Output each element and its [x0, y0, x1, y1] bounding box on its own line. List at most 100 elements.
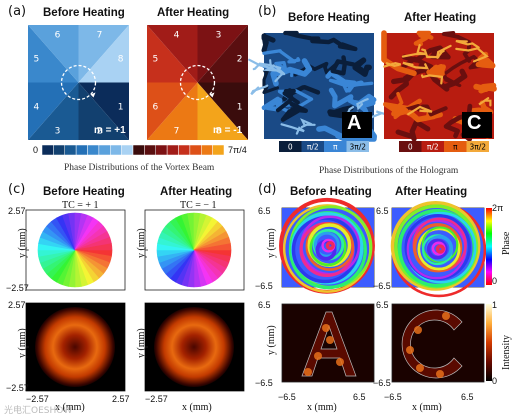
c-ylabel-2: y (mm) [17, 328, 28, 358]
cb-b-label: 0 [408, 143, 413, 152]
va-arrow [90, 92, 96, 98]
holo-stroke-light [383, 61, 401, 68]
vb-arrow [209, 92, 215, 98]
holo-stroke-light [300, 118, 316, 129]
holo-stroke-light [455, 40, 480, 49]
holo-stroke [413, 30, 434, 47]
letter-c: C [467, 112, 482, 134]
cb-a-block [212, 144, 225, 156]
vb-num: 7 [174, 126, 180, 136]
d-ylabel-1: y (mm) [266, 228, 277, 258]
c-phase-wedge-after [193, 243, 232, 251]
d-ytick-top-1: 6.5 [258, 206, 271, 216]
cb-b-block [399, 141, 422, 152]
holo-stroke [426, 68, 468, 92]
holo-stroke [352, 57, 372, 77]
holo-stroke [381, 30, 417, 77]
holo-stroke-light [421, 48, 440, 59]
holo-stroke [316, 125, 377, 142]
d-hotspot [322, 324, 330, 332]
holo-stroke [262, 49, 301, 64]
holo-stroke [330, 55, 364, 76]
vb-num: 1 [237, 102, 243, 112]
cb-b-label: 0 [288, 143, 293, 152]
hologram-after [381, 30, 497, 142]
cb-b-block [324, 141, 347, 152]
holo-stroke [388, 71, 415, 100]
c-xtick-lo-2: −2.57 [145, 394, 168, 404]
panel-label-d: (d) [258, 182, 277, 197]
d-frame-br [391, 303, 485, 383]
c-xtick-hi-1: 2.57 [112, 394, 130, 404]
c-before-title: Before Heating [43, 186, 125, 198]
holo-stroke-light [435, 44, 452, 59]
c-xtick-lo-1: −2.57 [26, 394, 49, 404]
d-phase-after-ring [413, 223, 463, 273]
holo-stroke [395, 119, 431, 142]
c-after-title: After Heating [160, 186, 233, 198]
cb-b-label: π/2 [307, 143, 319, 152]
vb-num: 8 [216, 126, 222, 136]
d-phase-after-ring [435, 244, 445, 254]
d-before-title: Before Heating [290, 186, 372, 198]
a-after-title: After Heating [157, 7, 230, 19]
va-dashed-ring [60, 64, 97, 101]
holo-stroke-light [402, 61, 429, 70]
d-ytick-top-2: 6.5 [258, 300, 271, 310]
c-ytick-top-2: 2.57 [8, 300, 26, 310]
d-hotspot [406, 346, 414, 354]
phase-cb-bottom: 0 [492, 276, 498, 286]
vb-wedge [197, 25, 248, 83]
holo-stroke [444, 54, 485, 75]
d-hotspot [336, 358, 344, 366]
hologram-before [248, 30, 398, 142]
cb-b-label: π/2 [427, 143, 439, 152]
va-wedge [28, 25, 79, 83]
cb-b-block [466, 141, 489, 152]
b-after-title: After Heating [404, 12, 477, 24]
a-m-before: m = +1 [94, 125, 126, 136]
c-ytick-bot-2: −2.57 [6, 383, 29, 393]
b-caption: Phase Distributions of the Hologram [319, 166, 459, 176]
holo-stroke [261, 33, 276, 53]
d-xtick-hi-2: 6.5 [461, 392, 474, 402]
cb-b-label: π [453, 143, 458, 152]
d-hotspot [436, 370, 444, 378]
c-ytick-top-1: 2.57 [8, 206, 26, 216]
holo-stroke-light [407, 105, 433, 116]
vb-wedge [197, 82, 248, 140]
d-xtick-lo-1: −6.5 [278, 392, 296, 402]
d-xtick-lo-2: −6.5 [384, 392, 402, 402]
holo-stroke-light [478, 97, 492, 107]
c-tc-after: TC = − 1 [180, 200, 217, 211]
d-xlabel-1: x (mm) [307, 402, 337, 413]
d-ylabel-2: y (mm) [266, 325, 277, 355]
d-phase-after-ring [390, 200, 481, 291]
a-caption: Phase Distributions of the Vortex Beam [64, 163, 215, 173]
holo-stroke [441, 31, 471, 63]
cb-b-block [346, 141, 369, 152]
vortex-phase-after: 1 8 7 6 5 4 3 2 [147, 25, 248, 140]
cb-b-label: 3π/2 [349, 143, 366, 152]
cb-b-block [421, 141, 444, 152]
letter-a: A [347, 112, 362, 134]
panel-label-c: (c) [8, 182, 26, 197]
va-num: 6 [55, 31, 61, 41]
phase-cb-label: Phase [501, 231, 512, 255]
panel-label-a: (a) [8, 4, 27, 19]
d-phase-before-ring [325, 241, 335, 251]
vortex-phase-before: 1 2 3 4 5 6 7 8 [28, 25, 129, 140]
a-cb-max: 7π/4 [228, 145, 247, 155]
c-ylabel-4: y (mm) [136, 328, 147, 358]
b-before-title: Before Heating [288, 12, 370, 24]
d-phase-after-ring [426, 238, 448, 260]
a-before-title: Before Heating [43, 7, 125, 19]
d-hotspot [304, 368, 312, 376]
a-cb-min: 0 [33, 145, 39, 155]
holo-stroke [280, 101, 308, 122]
d-hotspot [314, 352, 322, 360]
c-ylabel-3: y (mm) [136, 228, 147, 258]
c-phase-wedge-before [74, 243, 113, 251]
cb-b-label: π [333, 143, 338, 152]
panel-label-b: (b) [258, 4, 277, 19]
